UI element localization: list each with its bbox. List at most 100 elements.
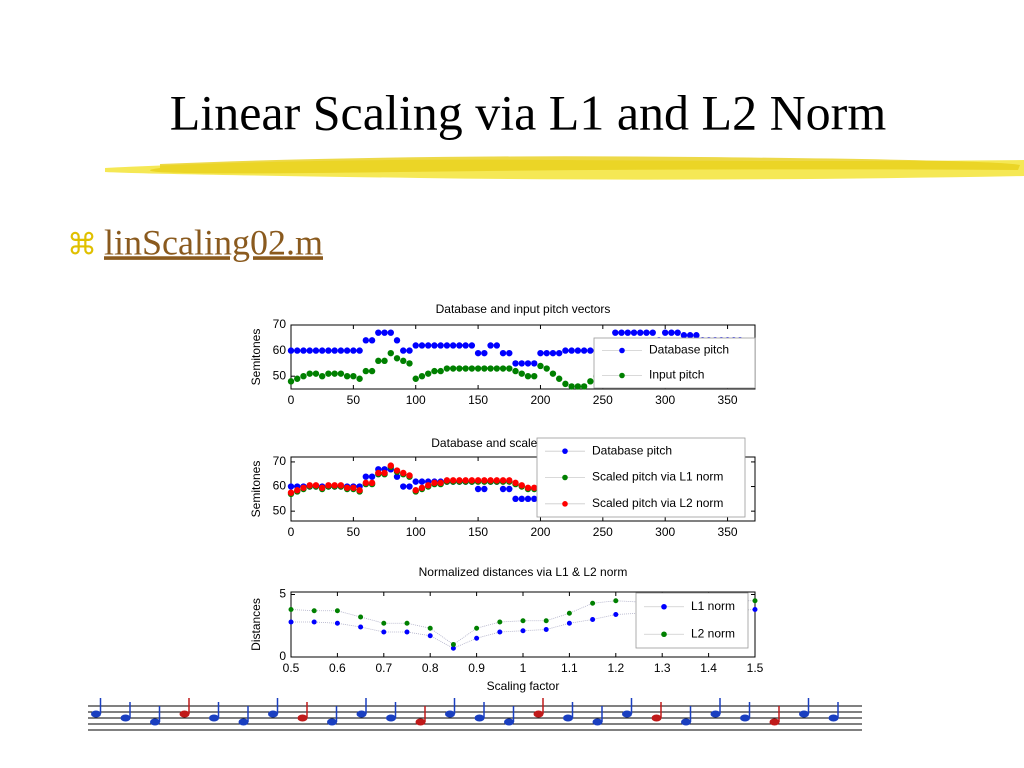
note-head: [504, 718, 514, 726]
data-point: [300, 484, 307, 491]
y-axis-label: Semitones: [249, 461, 263, 518]
data-point: [590, 617, 596, 622]
data-point: [693, 332, 700, 339]
note-head: [238, 718, 249, 726]
y-tick-label: 60: [273, 479, 287, 493]
note-head: [120, 714, 131, 722]
data-point: [456, 477, 463, 484]
y-tick-label: 50: [273, 368, 287, 382]
file-link[interactable]: linScaling02.m: [104, 222, 323, 262]
data-point: [393, 355, 401, 362]
data-point: [456, 365, 463, 372]
title-underline: [105, 156, 1024, 180]
data-point: [506, 365, 513, 372]
note-head: [268, 710, 278, 718]
note-head: [179, 710, 190, 718]
note-head: [592, 718, 603, 726]
data-point: [331, 370, 338, 377]
y-tick-label: 70: [273, 317, 287, 331]
data-point: [518, 495, 525, 503]
data-point: [337, 370, 345, 377]
data-point: [431, 479, 438, 487]
data-point: [499, 477, 507, 484]
data-point: [358, 614, 364, 620]
legend-marker: [562, 448, 568, 454]
x-tick-label: 1.3: [654, 661, 671, 675]
data-point: [487, 342, 494, 349]
legend: Database pitch Input pitch: [593, 337, 756, 389]
data-point: [499, 349, 507, 357]
data-point: [325, 370, 332, 377]
data-point: [555, 349, 563, 357]
data-point: [418, 478, 426, 485]
x-tick-label: 0: [288, 393, 295, 407]
data-point: [493, 342, 501, 349]
x-tick-label: 100: [406, 525, 426, 539]
legend: Database pitch Scaled pitch via L1 norm Sc…: [536, 437, 746, 518]
data-point: [543, 627, 549, 632]
data-point: [613, 598, 619, 604]
x-tick-label: 200: [530, 393, 550, 407]
y-tick-label: 0: [279, 649, 286, 663]
x-tick-label: 250: [593, 393, 613, 407]
data-point: [356, 375, 363, 382]
data-point: [368, 479, 376, 487]
x-tick-label: 150: [468, 525, 488, 539]
data-point: [630, 329, 638, 336]
x-tick-label: 0.8: [422, 661, 439, 675]
data-point: [393, 473, 401, 480]
data-point: [587, 378, 594, 385]
legend: L1 norm L2 norm: [635, 592, 749, 649]
y-axis-label: Semitones: [249, 329, 263, 386]
data-point: [531, 373, 538, 380]
data-point: [499, 365, 507, 372]
data-point: [425, 482, 432, 489]
note-head: [356, 710, 367, 718]
data-point: [334, 608, 340, 614]
data-point: [412, 487, 419, 494]
x-tick-label: 350: [718, 393, 738, 407]
data-point: [350, 373, 357, 380]
data-point: [568, 383, 575, 390]
data-point: [474, 635, 480, 641]
legend-label: Database pitch: [592, 443, 672, 457]
data-point: [566, 620, 572, 626]
data-point: [499, 485, 507, 493]
data-point: [288, 619, 294, 625]
data-point: [412, 478, 419, 485]
data-point: [287, 489, 295, 496]
y-tick-label: 70: [273, 454, 287, 468]
legend-marker: [619, 347, 625, 354]
data-point: [400, 483, 407, 490]
legend-label: Database pitch: [649, 343, 729, 357]
data-point: [437, 342, 444, 349]
data-point: [381, 357, 388, 365]
legend-marker: [661, 631, 667, 638]
data-point: [381, 469, 388, 477]
note-head: [799, 710, 809, 718]
data-point: [506, 349, 513, 357]
x-tick-label: 1.2: [607, 661, 624, 675]
data-point: [425, 370, 432, 377]
data-point: [674, 329, 681, 336]
x-tick-label: 0.6: [329, 661, 346, 675]
data-point: [518, 370, 525, 377]
note-head: [710, 710, 721, 718]
data-point: [412, 342, 419, 349]
data-point: [375, 469, 382, 477]
data-point: [624, 329, 631, 336]
data-point: [356, 487, 363, 494]
data-point: [493, 365, 501, 372]
data-point: [412, 375, 419, 382]
data-point: [331, 347, 338, 354]
data-point: [400, 347, 407, 354]
data-point: [524, 484, 532, 491]
data-point: [574, 383, 582, 390]
data-point: [312, 482, 320, 489]
data-point: [468, 342, 476, 349]
data-point: [524, 373, 532, 380]
data-point: [358, 624, 364, 630]
data-point: [587, 347, 594, 354]
data-point: [543, 349, 550, 357]
data-point: [350, 347, 357, 354]
